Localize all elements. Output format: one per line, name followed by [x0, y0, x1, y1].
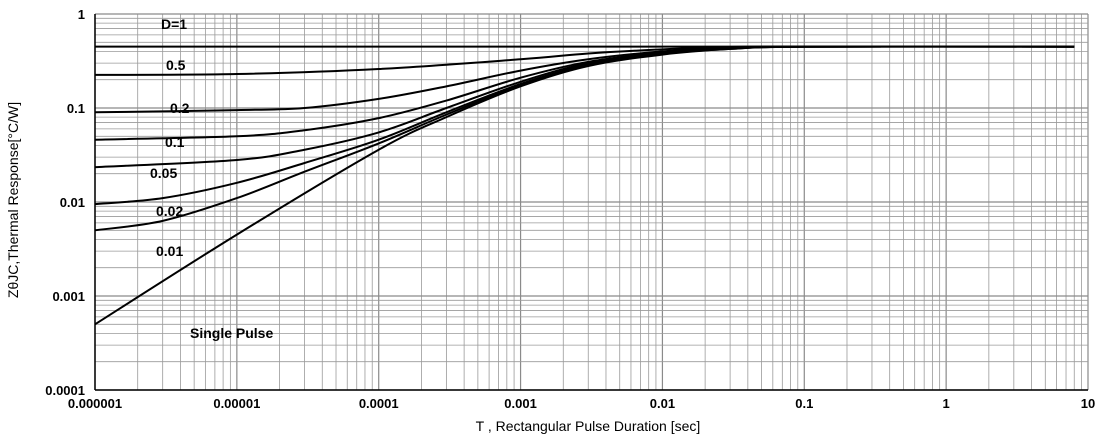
y-tick-label: 0.01: [60, 195, 85, 210]
curve-label: 0.5: [166, 57, 186, 73]
curve-label: 0.05: [150, 165, 177, 181]
y-tick-label: 1: [78, 7, 85, 22]
x-tick-label: 0.1: [795, 396, 813, 411]
y-tick-label: 0.0001: [45, 383, 85, 398]
x-tick-label: 10: [1081, 396, 1095, 411]
curve-label: 0.02: [156, 203, 183, 219]
x-tick-label: 1: [943, 396, 950, 411]
y-tick-label: 0.1: [67, 101, 85, 116]
x-tick-label: 0.0001: [359, 396, 399, 411]
curve-label: D=1: [161, 16, 187, 32]
x-tick-label: 0.000001: [68, 396, 122, 411]
curve-single-pulse: [94, 45, 1075, 326]
x-tick-label: 0.001: [504, 396, 537, 411]
y-axis-title: ZθJC,Thermal Response[°C/W]: [5, 102, 21, 298]
curve-label: 0.01: [156, 243, 183, 259]
curves: [94, 45, 1075, 326]
x-axis-title: T , Rectangular Pulse Duration [sec]: [476, 418, 701, 434]
curve-labels: D=1 0.5 0.2 0.1 0.05 0.02 0.01: [150, 16, 190, 259]
curve-label: 0.2: [170, 100, 190, 116]
y-tick-label: 0.001: [52, 289, 85, 304]
grid: [94, 13, 1089, 391]
curve-label: 0.1: [165, 134, 185, 150]
single-pulse-annotation: Single Pulse: [190, 325, 273, 341]
x-tick-labels: 0.000001 0.00001 0.0001 0.001 0.01 0.1 1 10: [68, 396, 1095, 411]
x-tick-label: 0.00001: [213, 396, 260, 411]
x-tick-label: 0.01: [650, 396, 675, 411]
y-tick-labels: 1 0.1 0.01 0.001 0.0001: [45, 7, 85, 398]
